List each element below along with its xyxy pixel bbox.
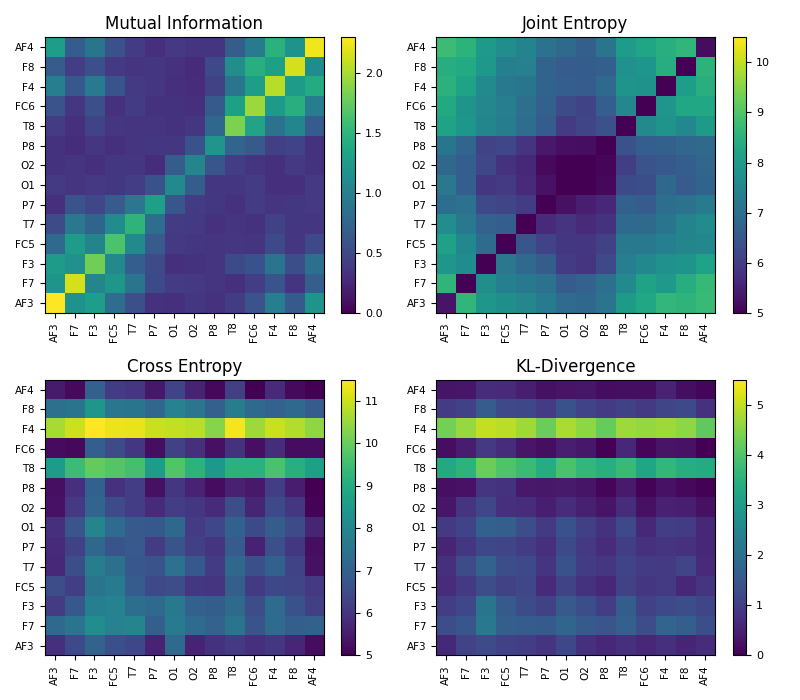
Title: Cross Entropy: Cross Entropy [126, 358, 242, 375]
Title: Mutual Information: Mutual Information [106, 15, 263, 33]
Title: KL-Divergence: KL-Divergence [515, 358, 636, 375]
Title: Joint Entropy: Joint Entropy [522, 15, 629, 33]
